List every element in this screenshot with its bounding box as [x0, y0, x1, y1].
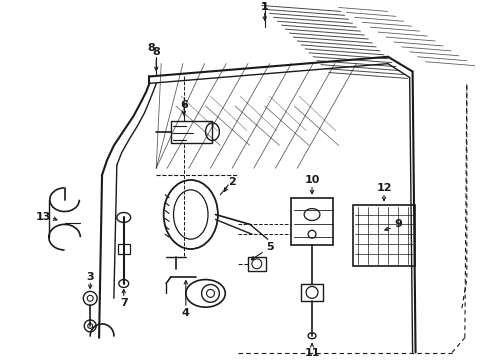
Text: 4: 4	[182, 308, 190, 318]
Bar	[301, 284, 323, 301]
Text: 1: 1	[261, 3, 269, 13]
Text: 1: 1	[261, 3, 269, 13]
Text: 5: 5	[266, 242, 273, 252]
Text: 11: 11	[304, 347, 320, 357]
Bar	[353, 204, 415, 266]
Text: 13: 13	[35, 212, 50, 222]
Bar	[118, 244, 130, 254]
Text: 8: 8	[147, 43, 155, 53]
Text: 9: 9	[394, 219, 402, 229]
Text: 8: 8	[152, 47, 160, 57]
Text: 3: 3	[86, 271, 94, 282]
Text: 7: 7	[120, 298, 127, 308]
Text: 2: 2	[228, 177, 236, 187]
Bar	[248, 257, 266, 271]
Text: 12: 12	[376, 183, 392, 193]
Bar	[171, 121, 213, 143]
Text: 10: 10	[304, 175, 320, 185]
Bar	[292, 198, 333, 245]
Text: 6: 6	[180, 100, 188, 110]
